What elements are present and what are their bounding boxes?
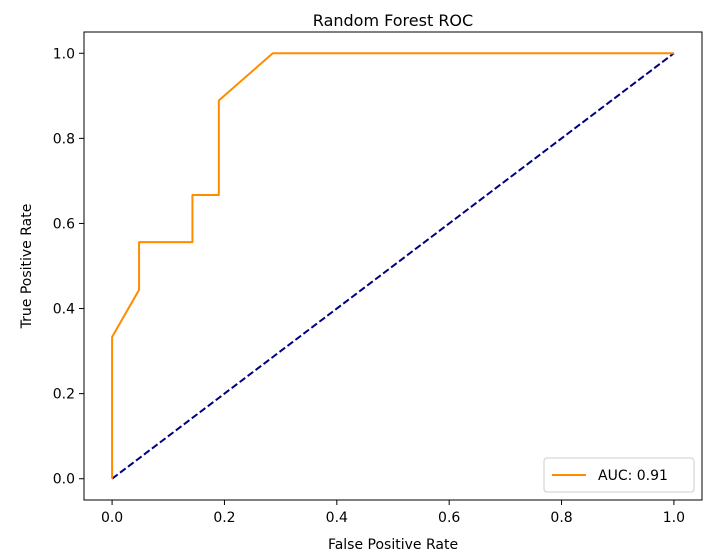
x-tick-label: 0.8 [550,510,572,526]
x-tick-label: 0.0 [101,510,123,526]
x-tick-label: 1.0 [663,510,685,526]
y-axis-title: True Positive Rate [19,204,35,330]
y-axis-ticks: 0.0 0.2 0.4 0.6 0.8 1.0 [53,46,84,488]
x-axis-title: False Positive Rate [328,537,458,553]
x-tick-label: 0.2 [213,510,235,526]
y-tick-label: 0.6 [53,216,75,232]
x-axis-ticks: 0.0 0.2 0.4 0.6 0.8 1.0 [101,500,685,526]
legend-box [543,457,695,493]
y-tick-label: 0.8 [53,131,75,147]
legend-label: AUC: 0.91 [598,468,668,484]
series-layer [111,52,675,480]
x-tick-label: 0.6 [438,510,460,526]
y-tick-label: 0.2 [53,387,75,403]
y-tick-label: 1.0 [53,46,75,62]
y-tick-label: 0.0 [53,472,75,488]
roc-curve-line [111,52,674,479]
chance-diagonal-line [111,52,675,480]
chart-title: Random Forest ROC [313,11,473,30]
x-tick-label: 0.4 [326,510,348,526]
y-tick-label: 0.4 [53,302,75,318]
legend: AUC: 0.91 [543,457,695,493]
